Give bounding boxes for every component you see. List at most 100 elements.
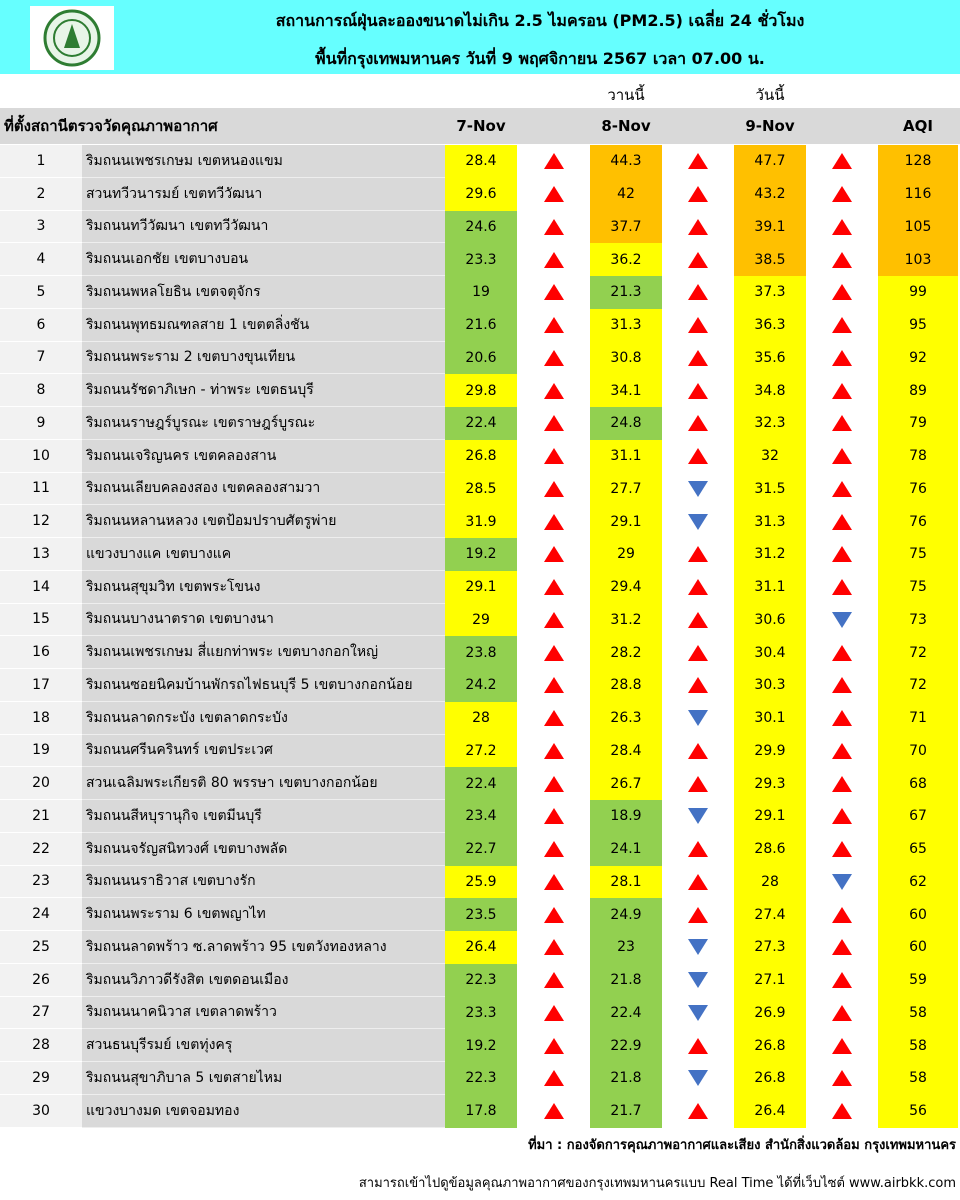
row-number: 10 [0, 439, 82, 473]
aqi-cell: 99 [878, 276, 958, 309]
trend-arrow [806, 178, 878, 211]
row-number: 28 [0, 1029, 82, 1062]
trend-arrow [517, 997, 590, 1030]
trend-arrow [517, 931, 590, 964]
trend-arrow [662, 473, 734, 506]
station-name: ริมถนนรัชดาภิเษก - ท่าพระ เขตธนบุรี [82, 374, 445, 407]
pm25-cell: 21.8 [590, 963, 662, 997]
trend-arrow [662, 1095, 734, 1128]
pm25-cell: 24.2 [445, 669, 517, 702]
trend-arrow [517, 243, 590, 276]
station-name: ริมถนนซอยนิคมบ้านพักรถไฟธนบุรี 5 เขตบางก… [82, 669, 445, 702]
pm25-cell: 26.7 [590, 767, 662, 800]
pm25-cell: 26.4 [445, 931, 517, 964]
station-name: ริมถนนลาดพร้าว ซ.ลาดพร้าว 95 เขตวังทองหล… [82, 931, 445, 964]
pm25-cell: 29.4 [590, 570, 662, 604]
trend-arrow [806, 440, 878, 473]
trend-arrow [517, 309, 590, 342]
pm25-cell: 29.8 [445, 374, 517, 407]
trend-arrow [517, 767, 590, 800]
row-number: 17 [0, 669, 82, 702]
row-number: 1 [0, 145, 82, 178]
trend-arrow [806, 964, 878, 997]
aqi-cell: 68 [878, 767, 958, 800]
pm25-cell: 26.4 [734, 1094, 806, 1128]
trend-arrow [806, 702, 878, 735]
trend-arrow [517, 735, 590, 768]
trend-arrow [662, 702, 734, 735]
pm25-cell: 27.2 [445, 734, 517, 768]
footer-source: ที่มา : กองจัดการคุณภาพอากาศและเสียง สำน… [528, 1137, 956, 1153]
trend-arrow [517, 473, 590, 506]
row-number: 16 [0, 636, 82, 669]
row-number: 23 [0, 865, 82, 899]
station-name: แขวงบางแค เขตบางแค [82, 538, 445, 571]
station-name: ริมถนนเจริญนคร เขตคลองสาน [82, 439, 445, 473]
trend-arrow [806, 473, 878, 506]
station-name: ริมถนนพุทธมณฑลสาย 1 เขตตลิ่งชัน [82, 308, 445, 342]
pm25-cell: 28.8 [590, 669, 662, 702]
trend-arrow [662, 735, 734, 768]
pm25-cell: 22.7 [445, 832, 517, 866]
pm25-cell: 27.3 [734, 931, 806, 964]
trend-arrow [806, 669, 878, 702]
pm25-cell: 23 [590, 931, 662, 964]
trend-arrow [806, 1095, 878, 1128]
pm25-cell: 29.1 [734, 800, 806, 833]
column-header: 7-Nov [456, 117, 506, 135]
trend-arrow [517, 1062, 590, 1095]
aqi-cell: 62 [878, 865, 958, 899]
row-number: 9 [0, 407, 82, 440]
trend-arrow [806, 145, 878, 178]
trend-arrow [806, 604, 878, 637]
trend-arrow [806, 898, 878, 931]
trend-arrow [662, 898, 734, 931]
trend-arrow [806, 243, 878, 276]
trend-arrow [517, 604, 590, 637]
pm25-cell: 22.4 [445, 767, 517, 800]
row-number: 3 [0, 210, 82, 244]
aqi-cell: 60 [878, 898, 958, 931]
pm25-cell: 31.2 [734, 538, 806, 571]
station-name: ริมถนนหลานหลวง เขตป้อมปราบศัตรูพ่าย [82, 505, 445, 538]
header-band [0, 0, 960, 74]
trend-arrow [517, 407, 590, 440]
trend-arrow [517, 702, 590, 735]
trend-arrow [806, 1029, 878, 1062]
row-number: 11 [0, 472, 82, 506]
row-number: 14 [0, 570, 82, 604]
aqi-cell: 103 [878, 243, 958, 276]
aqi-cell: 58 [878, 1062, 958, 1095]
station-name: ริมถนนจรัญสนิทวงศ์ เขตบางพลัด [82, 832, 445, 866]
aqi-cell: 59 [878, 963, 958, 997]
aqi-cell: 79 [878, 407, 958, 440]
pm25-cell: 31.5 [734, 472, 806, 506]
pm25-cell: 35.6 [734, 341, 806, 375]
station-name: สวนธนบุรีรมย์ เขตทุ่งครุ [82, 1029, 445, 1062]
pm25-cell: 34.8 [734, 374, 806, 407]
row-number: 20 [0, 767, 82, 800]
pm25-cell: 17.8 [445, 1094, 517, 1128]
trend-arrow [662, 800, 734, 833]
trend-arrow [806, 997, 878, 1030]
station-name: ริมถนนสีหบุรานุกิจ เขตมีนบุรี [82, 800, 445, 833]
aqi-cell: 72 [878, 636, 958, 669]
pm25-cell: 25.9 [445, 865, 517, 899]
pm25-cell: 28 [445, 701, 517, 735]
pm25-cell: 30.4 [734, 636, 806, 669]
trend-arrow [662, 636, 734, 669]
row-number: 12 [0, 505, 82, 538]
row-number: 7 [0, 341, 82, 375]
row-number: 8 [0, 374, 82, 407]
aqi-cell: 75 [878, 570, 958, 604]
pm25-cell: 42 [590, 177, 662, 211]
footer-website: สามารถเข้าไปดูข้อมูลคุณภาพอากาศของกรุงเท… [358, 1175, 956, 1191]
station-name: ริมถนนเอกชัย เขตบางบอน [82, 243, 445, 276]
pm25-cell: 30.3 [734, 669, 806, 702]
trend-arrow [806, 505, 878, 538]
trend-arrow [517, 145, 590, 178]
trend-arrow [662, 997, 734, 1030]
pm25-cell: 31.3 [590, 308, 662, 342]
trend-arrow [662, 669, 734, 702]
station-name: ริมถนนราษฎร์บูรณะ เขตราษฎร์บูรณะ [82, 407, 445, 440]
